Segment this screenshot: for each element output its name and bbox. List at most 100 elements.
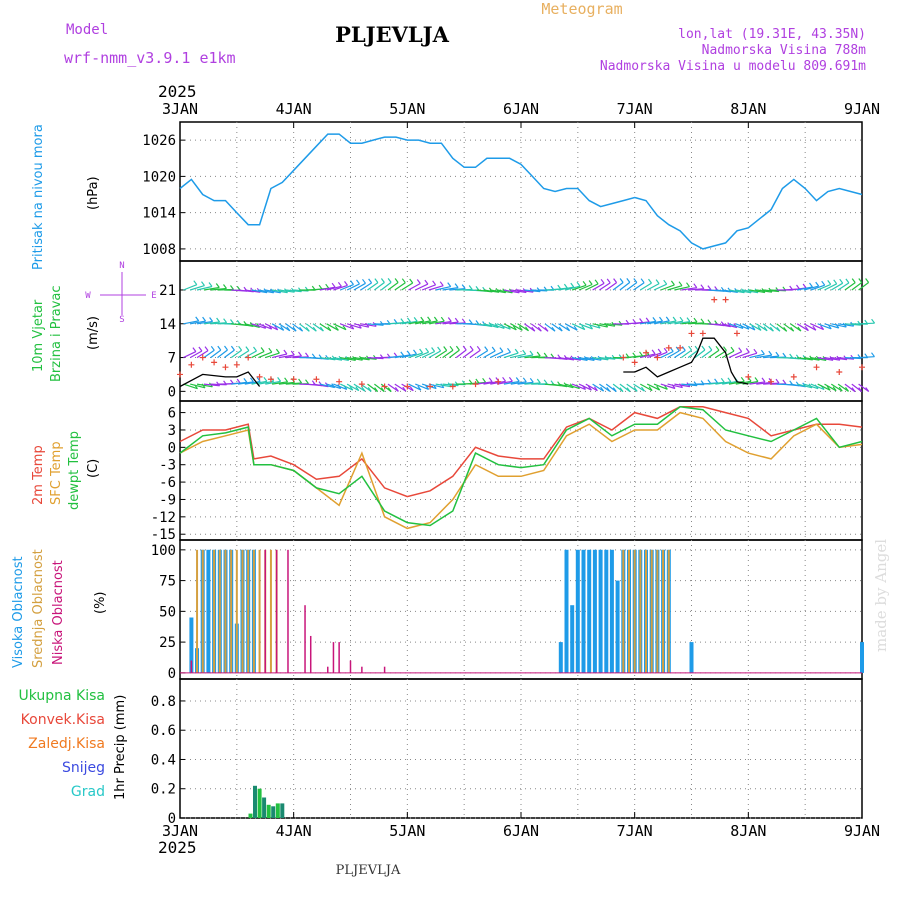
x-tick-label-top: 6JAN <box>503 100 539 118</box>
wind-barb-flag <box>639 351 643 357</box>
wind-barb <box>592 282 605 291</box>
wind-barb-flag <box>245 346 250 351</box>
wind-gust-point <box>233 361 240 368</box>
high-cloud-bar <box>575 549 580 673</box>
wind-barb-flag <box>639 318 644 323</box>
wind-barb-flag <box>558 326 563 332</box>
wind-barb-flag <box>871 318 876 324</box>
wind-barb-flag <box>587 385 592 391</box>
wind-barb-flag <box>570 282 575 288</box>
precip-bar <box>275 803 280 818</box>
wind-barb <box>830 282 844 291</box>
wind-barb <box>326 285 342 291</box>
wind-barb-flag <box>566 326 571 332</box>
wind-barb <box>837 282 850 291</box>
wind-barb <box>476 350 489 359</box>
wind-barb-flag <box>361 386 366 392</box>
wind-barb <box>353 383 366 392</box>
precip-unit-label: 1hr Precip (mm) <box>113 695 128 800</box>
wind-barb-flag <box>851 387 856 392</box>
wind-barb <box>442 287 459 291</box>
wind-barb-flag <box>484 346 489 351</box>
wind-barb-flag <box>522 377 527 383</box>
wind-barb <box>387 282 399 291</box>
wind-ytick-label: 7 <box>168 351 176 367</box>
wind-barb-flag <box>256 377 261 382</box>
wind-barb <box>278 354 295 359</box>
wind-barb <box>483 323 499 329</box>
wind-barb <box>722 289 738 293</box>
precip-ytick-label: 0.4 <box>151 752 176 768</box>
wind-barb-flag <box>832 386 837 392</box>
wind-barb-flag <box>461 284 466 289</box>
wind-barb <box>524 289 541 293</box>
wind-barb-flag <box>413 317 418 322</box>
wind-barb-flag <box>738 347 743 353</box>
wind-barb <box>810 323 824 331</box>
wind-barb-flag <box>845 278 850 284</box>
wind-barb-flag <box>230 319 234 324</box>
wind-barb <box>756 354 772 359</box>
year-top: 2025 <box>158 82 197 101</box>
wind-barb <box>196 320 213 325</box>
wind-barb-flag <box>686 317 691 322</box>
wind-barb-flag <box>305 326 310 332</box>
wind-barb-flag <box>195 316 200 322</box>
wind-gust-point <box>722 296 729 303</box>
wind-barb-flag <box>419 348 424 354</box>
wind-barb <box>687 349 699 359</box>
wind-barb <box>428 320 445 325</box>
wind-barb-flag <box>720 377 725 383</box>
wind-barb-flag <box>769 326 774 332</box>
wind-barb <box>408 282 421 291</box>
wind-gust-point <box>859 364 865 371</box>
wind-barb-flag <box>633 278 638 283</box>
precip-legend-item: Snijeg <box>62 760 105 776</box>
wind-barb-flag <box>700 284 705 290</box>
cloud-label-3: Niska Oblacnost <box>51 560 66 665</box>
wind-barb-flag <box>413 349 417 355</box>
wind-barb-flag <box>409 386 414 392</box>
wind-barb <box>476 289 493 293</box>
wind-barb <box>517 381 534 385</box>
wind-barb-flag <box>659 316 663 322</box>
wind-barb <box>442 349 454 359</box>
high-cloud-bar <box>860 642 864 673</box>
wind-barb-flag <box>250 377 254 383</box>
wind-barb-flag <box>417 385 422 391</box>
wind-barb <box>503 380 520 385</box>
wind-barb-flag <box>600 278 605 284</box>
wind-barb-flag <box>619 387 624 392</box>
wind-barb <box>797 383 813 389</box>
wind-barb <box>674 321 691 325</box>
precip-bar <box>262 797 267 818</box>
wind-barb-flag <box>337 281 342 287</box>
wind-barb-flag <box>424 279 429 285</box>
wind-barb <box>851 282 863 291</box>
temp-ytick-label: 0 <box>168 440 176 456</box>
wind-barb-flag <box>432 280 437 286</box>
high-cloud-bar <box>206 549 211 673</box>
wind-ytick-label: 0 <box>168 384 176 400</box>
model-elevation-label: Nadmorska Visina u modelu 809.691m <box>600 59 866 74</box>
wind-barb <box>790 323 802 332</box>
watermark: made by Angel <box>872 539 890 652</box>
wind-barb <box>319 383 335 389</box>
wind-barb-flag <box>670 280 675 286</box>
wind-barb <box>449 288 466 291</box>
wind-barb <box>272 381 288 385</box>
wind-barb-flag <box>782 352 787 358</box>
wind-barb <box>408 352 423 359</box>
wind-barb <box>858 383 870 392</box>
wind-speed-line <box>179 371 261 388</box>
wind-barb <box>824 357 840 361</box>
wind-gust-point <box>677 344 684 351</box>
wind-barb <box>688 288 704 291</box>
footer-title: PLJEVLJA <box>336 863 401 878</box>
wind-barb-flag <box>871 352 875 358</box>
wind-barb <box>756 289 772 293</box>
cloud-unit-label: (%) <box>93 592 108 615</box>
wind-barb <box>394 282 406 291</box>
wind-barb <box>442 321 459 325</box>
wind-barb <box>599 323 615 327</box>
